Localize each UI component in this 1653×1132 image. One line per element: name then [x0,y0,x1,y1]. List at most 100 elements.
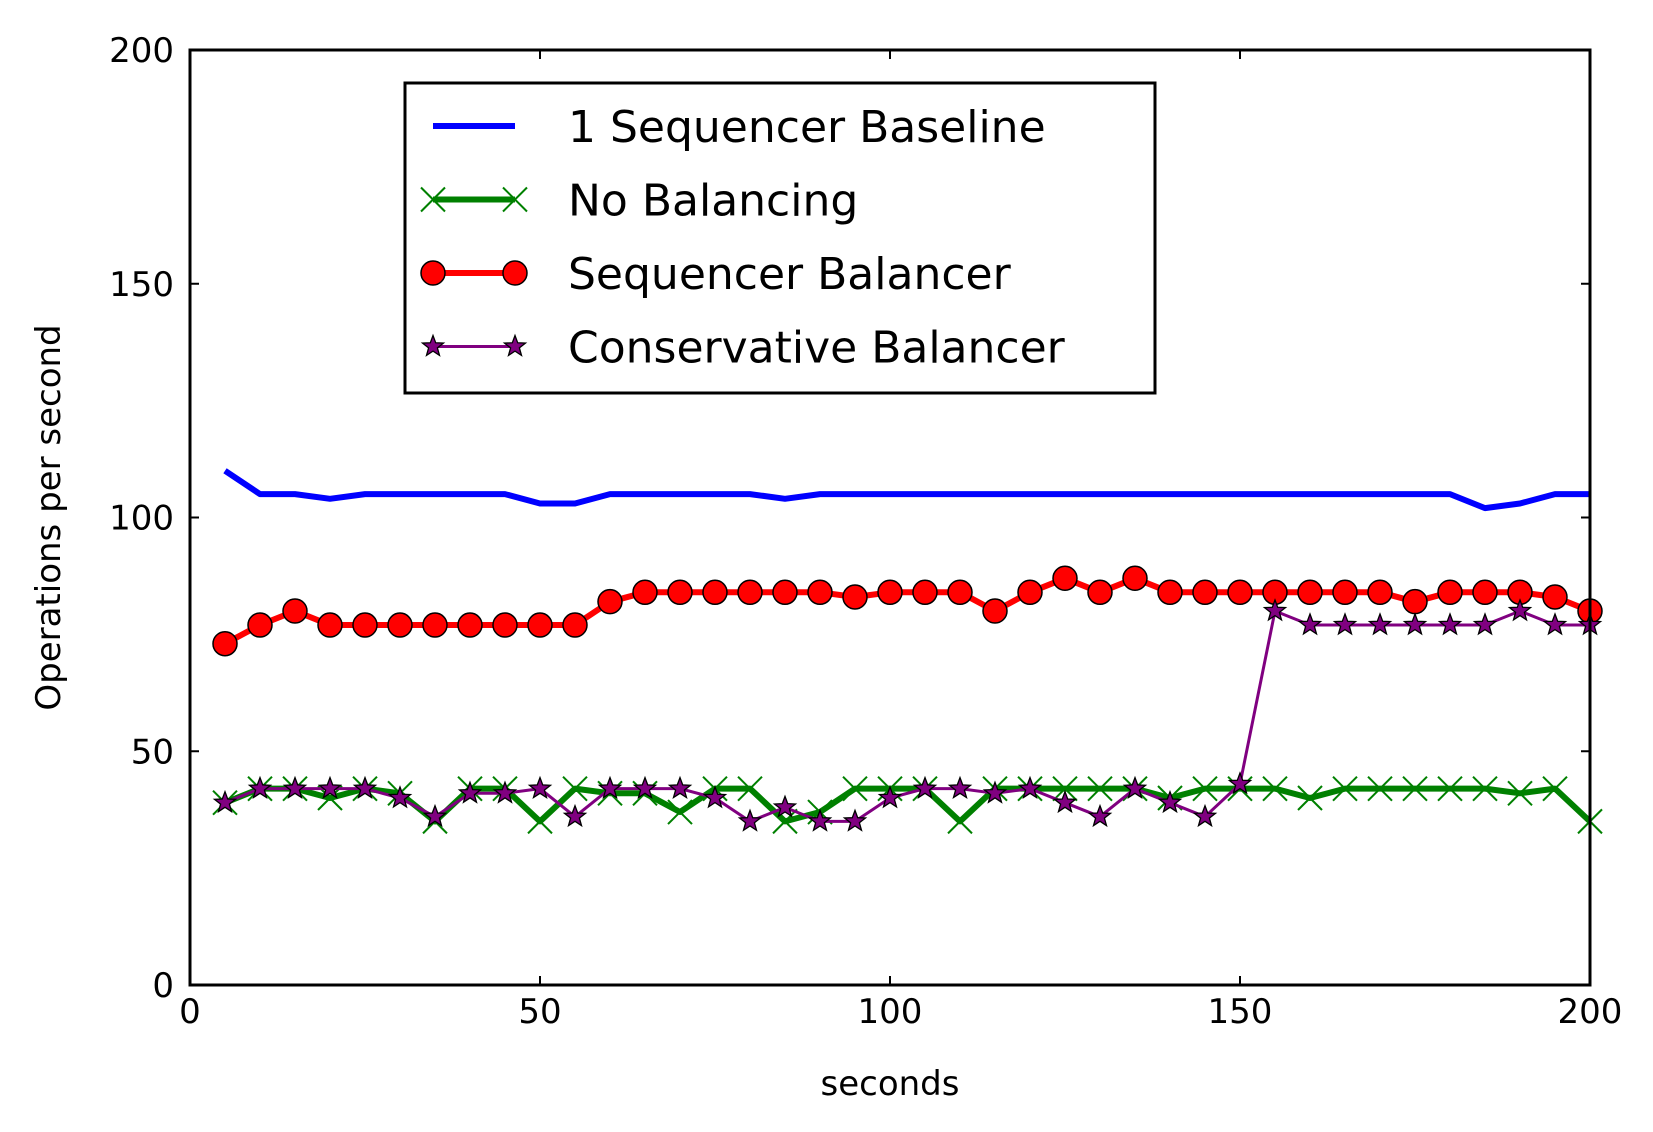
legend-entry-conservative-balancer: Conservative Balancer [420,323,1066,374]
data-point-conservative-balancer [1542,612,1568,636]
data-point-sequencer-balancer [352,612,378,638]
x-tick-label: 0 [179,992,201,1032]
data-point-sequencer-balancer [1402,588,1428,615]
x-tick-label: 50 [518,992,561,1032]
x-marker-stroke [667,799,693,825]
data-point-conservative-balancer [1402,612,1428,636]
x-marker-stroke [1507,780,1533,807]
data-point-sequencer-balancer [1017,579,1043,606]
data-point-conservative-balancer [562,803,588,828]
data-point-sequencer-balancer [1472,579,1498,606]
data-point-sequencer-balancer [772,579,798,606]
x-marker-stroke [1437,775,1463,802]
series-line-sequencer-balancer [223,575,1592,647]
x-marker-stroke [1472,775,1498,802]
data-point-sequencer-balancer [702,579,728,606]
data-point-no-balancing [1437,775,1463,802]
data-point-sequencer-balancer [1437,579,1463,606]
data-point-sequencer-balancer [282,598,308,624]
data-point-conservative-balancer [1192,803,1218,828]
data-point-conservative-balancer [772,794,798,818]
legend-label-no-balancing: No Balancing [568,176,858,227]
data-point-sequencer-balancer [597,588,623,615]
data-point-conservative-balancer [1157,789,1183,814]
x-marker-stroke [1052,775,1078,802]
data-point-sequencer-balancer [492,612,518,638]
x-marker-stroke [772,808,798,835]
data-point-sequencer-balancer [877,579,903,606]
data-point-sequencer-balancer [807,579,833,606]
x-marker-stroke [842,775,868,802]
data-point-no-balancing [667,799,693,825]
data-point-sequencer-balancer [422,612,448,638]
data-point-conservative-balancer [387,785,413,809]
data-point-conservative-balancer [1087,803,1113,828]
y-tick-label: 150 [109,265,174,305]
data-point-sequencer-balancer [842,584,868,610]
x-marker-stroke [1332,775,1358,802]
data-point-sequencer-balancer [947,579,973,606]
data-point-conservative-balancer [842,808,868,832]
data-point-sequencer-balancer [1192,579,1218,606]
data-point-no-balancing [1192,775,1218,802]
data-point-conservative-balancer [737,808,763,832]
data-point-conservative-balancer [702,785,728,809]
data-point-sequencer-balancer [457,612,483,638]
data-point-sequencer-balancer [212,630,238,657]
y-tick-label: 0 [152,966,174,1006]
legend-entry-1-sequencer-baseline: 1 Sequencer Baseline [433,102,1046,153]
y-tick-label: 50 [131,732,174,772]
x-marker-stroke [420,186,446,213]
legend-label-1-sequencer-baseline: 1 Sequencer Baseline [568,102,1046,153]
data-point-sequencer-balancer [1052,565,1078,592]
data-point-no-balancing [947,808,973,835]
data-point-conservative-balancer [1332,612,1358,636]
x-axis-label: seconds [821,1064,960,1104]
data-point-sequencer-balancer [1332,579,1358,606]
data-point-no-balancing [1332,775,1358,802]
data-point-sequencer-balancer [1157,579,1183,606]
data-point-sequencer-balancer [562,612,588,638]
legend-label-sequencer-balancer: Sequencer Balancer [568,249,1012,300]
data-point-no-balancing [1507,780,1533,807]
data-point-no-balancing [1297,785,1323,811]
series-sequencer-balancer [212,565,1603,657]
y-tick-label: 100 [109,499,174,539]
data-point-sequencer-balancer [1227,579,1253,606]
legend-marker-conservative-balancer [420,333,446,357]
data-point-sequencer-balancer [317,612,343,638]
legend-label-conservative-balancer: Conservative Balancer [568,323,1066,374]
series-layer [212,468,1603,835]
data-point-sequencer-balancer [1297,579,1323,606]
data-point-conservative-balancer [1227,771,1253,795]
data-point-conservative-balancer [1367,612,1393,636]
data-point-sequencer-balancer [667,579,693,606]
x-marker-stroke [1192,775,1218,802]
x-marker-stroke [1297,785,1323,811]
legend-marker-no-balancing [420,186,446,213]
data-point-conservative-balancer [1052,789,1078,814]
x-marker-stroke [562,775,588,802]
data-point-no-balancing [1542,775,1568,802]
x-marker-stroke [1262,775,1288,802]
x-marker-stroke [1402,775,1428,802]
data-point-conservative-balancer [247,775,273,799]
x-tick-label: 100 [858,992,923,1032]
data-point-no-balancing [1262,775,1288,802]
x-marker-stroke [947,808,973,835]
data-point-no-balancing [737,775,763,802]
x-marker-stroke [737,775,763,802]
data-point-no-balancing [562,775,588,802]
x-marker-stroke [1087,775,1113,802]
series-1-sequencer-baseline [223,468,1590,512]
data-point-no-balancing [1402,775,1428,802]
legend: 1 Sequencer Baseline No Balancing Sequence… [403,81,1157,395]
data-point-conservative-balancer [422,803,448,828]
data-point-no-balancing [842,775,868,802]
data-point-conservative-balancer [317,775,343,799]
data-point-conservative-balancer [282,775,308,799]
data-point-sequencer-balancer [1122,565,1148,592]
data-point-sequencer-balancer [982,598,1008,624]
data-point-conservative-balancer [912,775,938,799]
